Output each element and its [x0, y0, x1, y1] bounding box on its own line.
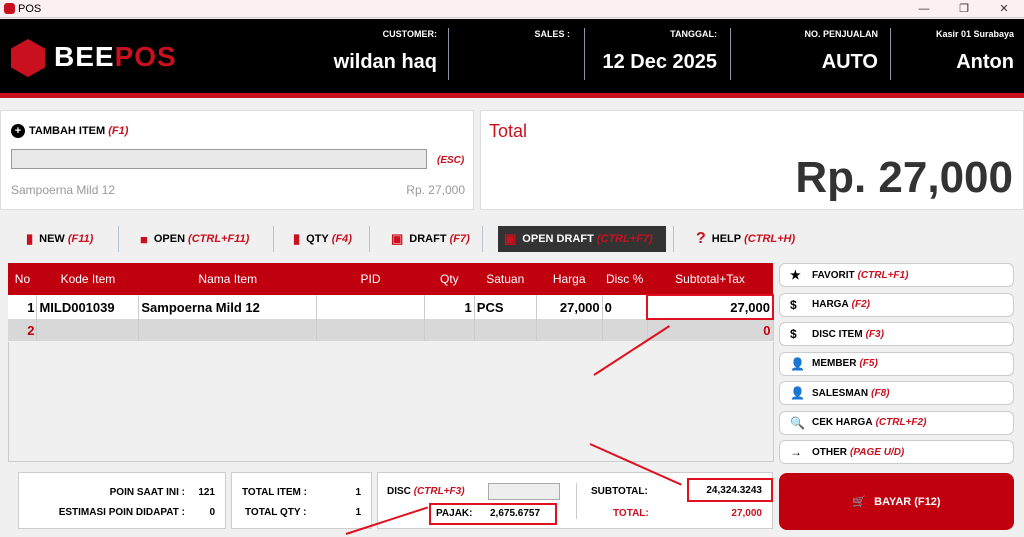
save-icon: ▣ — [391, 231, 404, 246]
qty-icon: ▮ — [293, 231, 301, 246]
open-button[interactable]: ■ OPEN (CTRL+F11) — [140, 231, 250, 247]
total-panel: Total Rp. 27,000 — [480, 110, 1024, 210]
plus-icon: + — [11, 124, 25, 138]
last-item-price: Rp. 27,000 — [406, 183, 465, 197]
side-button-salesman[interactable]: 👤 SALESMAN (F8) — [779, 381, 1014, 405]
item-search-input[interactable] — [11, 149, 427, 169]
help-button[interactable]: ? HELP (CTRL+H) — [696, 230, 796, 247]
close-button[interactable]: ✕ — [999, 3, 1009, 15]
add-item-label: + TAMBAH ITEM (F1) — [11, 124, 128, 138]
side-icon: 👤 — [790, 356, 805, 371]
logo-icon — [11, 39, 45, 77]
esc-hint: (ESC) — [437, 155, 465, 166]
qty-button[interactable]: ▮ QTY (F4) — [293, 231, 352, 246]
side-button-cek-harga[interactable]: 🔍 CEK HARGA (CTRL+F2) — [779, 410, 1014, 435]
table-row[interactable]: 1 MILD001039 Sampoerna Mild 12 1 PCS 27,000 0 2… — [8, 294, 774, 320]
pay-button[interactable]: 🛒 BAYAR (F12) — [779, 473, 1014, 530]
date-field[interactable]: TANGGAL: 12 Dec 2025 — [602, 29, 717, 73]
customer-field[interactable]: CUSTOMER: wildan haq — [333, 29, 437, 73]
table-header: No Kode Item Nama Item PID Qty Satuan Harga Dis… — [8, 263, 773, 295]
app-icon — [4, 3, 15, 14]
sales-number-field: NO. PENJUALAN AUTO — [804, 29, 878, 73]
side-icon: ★ — [790, 268, 801, 282]
minimize-button[interactable]: — — [918, 3, 930, 15]
sales-field[interactable]: SALES : — [534, 29, 570, 39]
draft-button[interactable]: ▣ DRAFT (F7) — [391, 231, 470, 246]
window-title: POS — [18, 2, 42, 15]
last-item-name: Sampoerna Mild 12 — [11, 183, 116, 197]
side-button-member[interactable]: 👤 MEMBER (F5) — [779, 351, 1014, 376]
side-icon: 🔍 — [790, 415, 805, 430]
totals-box: TOTAL ITEM :1 TOTAL QTY :1 — [231, 472, 372, 529]
maximize-button[interactable]: ❐ — [959, 3, 969, 15]
side-icon: → — [790, 445, 802, 459]
side-icon: 👤 — [790, 386, 805, 400]
folder-icon: ■ — [140, 231, 148, 247]
add-item-panel: + TAMBAH ITEM (F1) (ESC) Sampoerna Mild 1… — [0, 110, 474, 210]
side-icon: $ — [790, 327, 797, 341]
cart-icon: 🛒 — [852, 496, 867, 508]
header: BEEPOS CUSTOMER: wildan haq SALES : TANGG… — [0, 19, 1024, 98]
table-empty-area — [8, 342, 774, 462]
points-box: POIN SAAT INI :121 ESTIMASI POIN DIDAPAT… — [18, 472, 226, 529]
side-icon: $ — [790, 297, 797, 312]
total-label: Total — [489, 121, 528, 141]
side-button-other[interactable]: → OTHER (PAGE U/D) — [779, 440, 1014, 464]
total-value: Rp. 27,000 — [795, 153, 1013, 202]
item-table: No Kode Item Nama Item PID Qty Satuan Harga Dis… — [8, 263, 774, 341]
question-icon: ? — [696, 230, 706, 247]
cashier-field: Kasir 01 Surabaya Anton — [935, 29, 1014, 73]
new-button[interactable]: ▮ NEW (F11) — [26, 231, 94, 246]
save-icon: ▣ — [504, 231, 517, 246]
side-button-harga[interactable]: $ HARGA (F2) — [779, 292, 1014, 317]
file-icon: ▮ — [26, 231, 34, 246]
payment-summary-box: DISC (CTRL+F3) PAJAK: 2,675.6757 SUBTOTAL… — [377, 472, 773, 529]
open-draft-button[interactable]: ▣ OPEN DRAFT (CTRL+F7) — [498, 226, 666, 252]
title-bar: POS — ❐ ✕ — [0, 0, 1024, 18]
brand-logo: BEEPOS — [54, 41, 177, 72]
disc-input[interactable] — [488, 483, 560, 500]
side-button-disc-item[interactable]: $ DISC ITEM (F3) — [779, 322, 1014, 346]
side-button-favorit[interactable]: ★ FAVORIT (CTRL+F1) — [779, 263, 1014, 287]
